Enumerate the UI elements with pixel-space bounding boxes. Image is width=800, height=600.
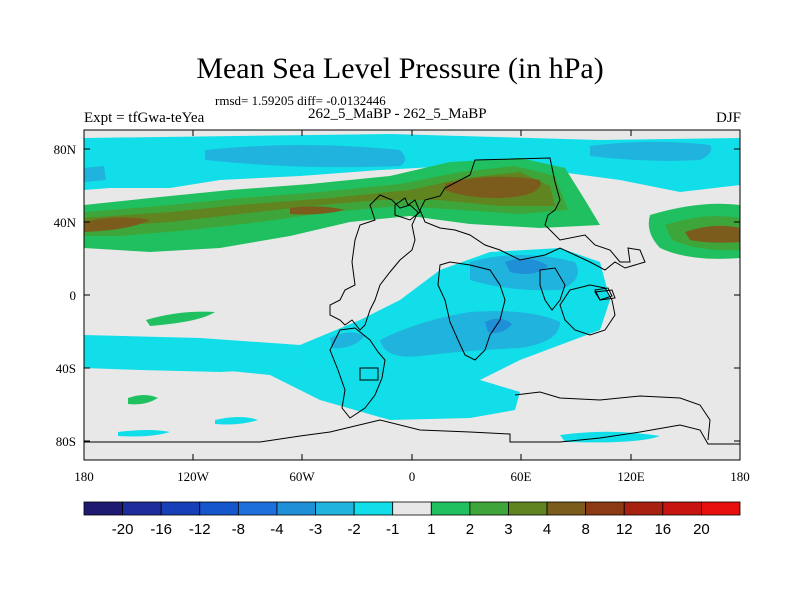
lon-label: 120E <box>617 469 645 484</box>
north-low-core <box>205 145 405 168</box>
colorbar-label: -20 <box>112 521 134 538</box>
lon-label: 180 <box>730 469 750 484</box>
southern-low-core-b <box>485 318 512 333</box>
south-pacific-low <box>84 338 320 372</box>
colorbar-label: -8 <box>232 521 245 538</box>
colorbar-label: -12 <box>189 521 211 538</box>
antarctic-low-b <box>215 417 258 425</box>
pacific-high-east-core <box>685 225 740 243</box>
pressure-difference-map <box>84 130 740 460</box>
north-america-outline <box>329 194 419 331</box>
comparison-label: 262_5_MaBP - 262_5_MaBP <box>308 106 487 122</box>
north-low-core-east <box>590 141 712 161</box>
lat-label: 80N <box>54 142 77 157</box>
longitude-labels: 180 120W 60W 0 60E 120E 180 <box>74 469 750 484</box>
colorbar-labels: -20 -16 -12 -8 -4 -3 -2 -1 1 2 3 4 8 12 16 20 <box>112 521 710 538</box>
south-high-a <box>146 311 215 326</box>
colorbar-swatch <box>469 501 509 516</box>
colorbar-swatch <box>430 501 471 516</box>
colorbar-swatch <box>276 501 316 516</box>
season-label: DJF <box>715 110 741 126</box>
colorbar-swatch <box>315 501 355 516</box>
africa-outline <box>437 261 506 361</box>
colorbar-swatch <box>199 501 239 516</box>
colorbar-label: 8 <box>581 521 589 538</box>
colorbar-swatch <box>83 501 123 516</box>
india-outline <box>539 267 566 311</box>
colorbar-swatch <box>353 501 394 516</box>
southern-low-core-a <box>505 258 548 274</box>
colorbar-label: -16 <box>150 521 172 538</box>
south-america-outline <box>329 327 386 419</box>
southern-low-mid-b <box>380 311 560 357</box>
colorbar-label: 12 <box>616 521 633 538</box>
colorbar-swatch <box>546 501 587 516</box>
island-outline <box>359 367 379 381</box>
north-high-brown <box>84 172 555 228</box>
antarctica-outline <box>84 419 740 445</box>
map-title: Mean Sea Level Pressure (in hPa) <box>196 52 604 85</box>
southern-low-west-mid <box>330 332 365 349</box>
colorbar-label: 20 <box>693 521 710 538</box>
colorbar-label: 4 <box>543 521 551 538</box>
eurasia-outline <box>419 157 646 271</box>
colorbar-swatch <box>623 501 664 516</box>
lon-label: 120W <box>177 469 210 484</box>
colorbar-label: 1 <box>427 521 435 538</box>
colorbar-swatch <box>585 501 625 516</box>
experiment-label: Expt = tfGwa-teYea <box>84 110 205 126</box>
colorbar-label: -4 <box>270 521 283 538</box>
north-low-west <box>84 166 106 182</box>
lat-label: 80S <box>56 434 76 449</box>
colorbar-label: -3 <box>309 521 322 538</box>
colorbar-swatch <box>392 501 432 516</box>
colorbar-label: 2 <box>466 521 474 538</box>
pacific-island-outline <box>594 287 613 301</box>
north-high-core-east <box>445 176 541 198</box>
colorbar-swatch <box>160 501 201 516</box>
lon-label: 60W <box>289 469 315 484</box>
colorbar-label: -1 <box>386 521 399 538</box>
southern-coast-outline <box>514 391 711 441</box>
colorbar-label: 3 <box>504 521 512 538</box>
lat-label: 40S <box>56 361 76 376</box>
continent-outlines <box>84 157 740 445</box>
colorbar-swatch <box>701 501 741 516</box>
colorbar-swatch <box>662 501 702 516</box>
lon-label: 180 <box>74 469 94 484</box>
lat-label: 0 <box>70 288 77 303</box>
colorbar-swatch <box>508 501 548 516</box>
colorbar-swatch <box>237 501 278 516</box>
colorbar-swatch <box>122 501 162 516</box>
colorbar-label: 16 <box>654 521 671 538</box>
axis-ticks <box>84 130 740 460</box>
colorbar-label: -2 <box>347 521 360 538</box>
lon-label: 0 <box>409 469 416 484</box>
lat-label: 40N <box>54 215 77 230</box>
north-high-core-mid <box>290 206 345 215</box>
latitude-labels: 80N 40N 0 40S 80S <box>54 142 77 449</box>
south-high-b <box>128 395 158 405</box>
north-high-core-west <box>84 217 150 232</box>
statistics-text: rmsd= 1.59205 diff= -0.0132446 <box>215 93 386 108</box>
greenland-outline <box>394 197 421 221</box>
lon-label: 60E <box>511 469 532 484</box>
antarctic-low-a <box>118 430 170 437</box>
colorbar <box>83 501 741 516</box>
australia-outline <box>559 284 616 336</box>
